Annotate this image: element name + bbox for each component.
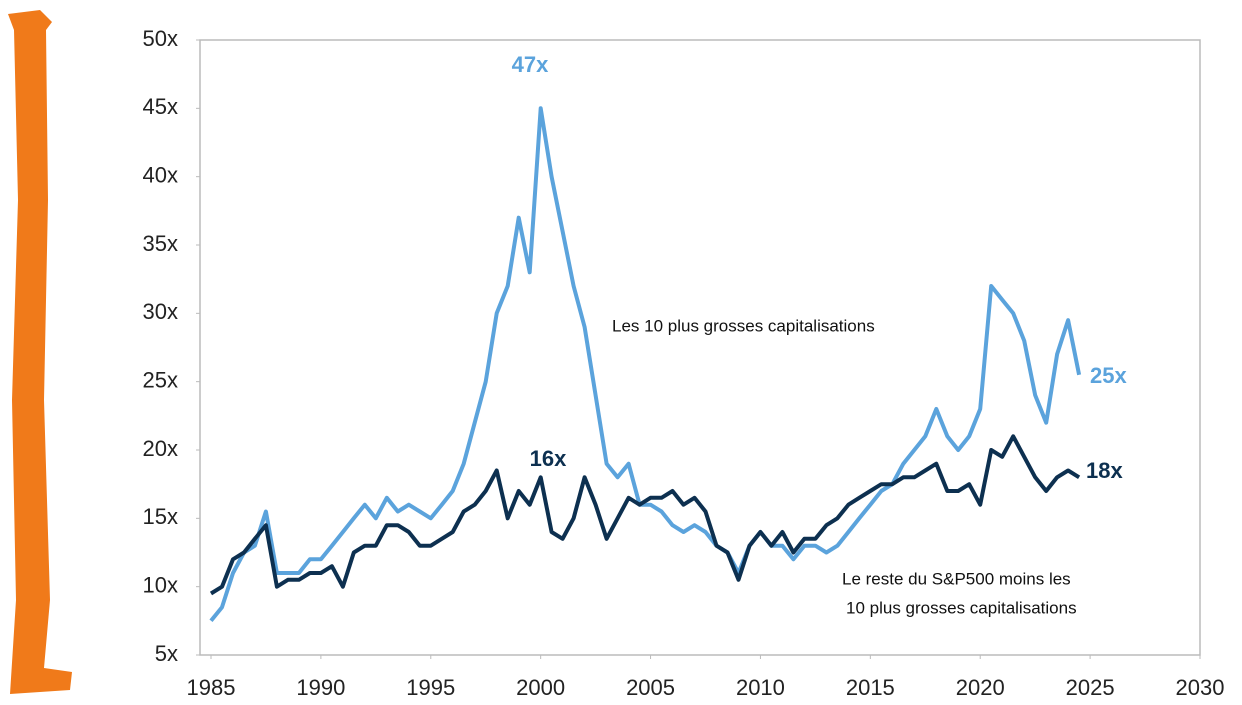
- y-tick-label: 40x: [143, 162, 178, 187]
- decoration-brush: [8, 10, 72, 694]
- y-tick-label: 15x: [143, 504, 178, 529]
- x-tick-label: 1990: [296, 675, 345, 700]
- annotation: Les 10 plus grosses capitalisations: [612, 316, 875, 335]
- x-tick-label: 2000: [516, 675, 565, 700]
- y-tick-label: 5x: [155, 641, 178, 666]
- y-tick-label: 20x: [143, 436, 178, 461]
- x-tick-label: 1985: [187, 675, 236, 700]
- y-tick-label: 35x: [143, 231, 178, 256]
- annotation: 47x: [512, 52, 549, 77]
- x-tick-label: 2025: [1066, 675, 1115, 700]
- annotation: 25x: [1090, 363, 1127, 388]
- x-tick-label: 2015: [846, 675, 895, 700]
- series-line: [209, 106, 1082, 623]
- x-tick-label: 2005: [626, 675, 675, 700]
- annotation: 16x: [530, 446, 567, 471]
- series-line: [209, 434, 1081, 596]
- y-tick-label: 25x: [143, 367, 178, 392]
- annotation: 10 plus grosses capitalisations: [846, 598, 1077, 617]
- x-tick-label: 1995: [406, 675, 455, 700]
- annotation: Le reste du S&P500 moins les: [842, 569, 1071, 588]
- annotation: 18x: [1086, 458, 1123, 483]
- x-tick-label: 2030: [1176, 675, 1225, 700]
- y-tick-label: 50x: [143, 26, 178, 51]
- x-tick-label: 2010: [736, 675, 785, 700]
- y-tick-label: 10x: [143, 572, 178, 597]
- y-tick-label: 45x: [143, 94, 178, 119]
- plot-frame: [199, 39, 1201, 656]
- x-tick-label: 2020: [956, 675, 1005, 700]
- y-tick-label: 30x: [143, 299, 178, 324]
